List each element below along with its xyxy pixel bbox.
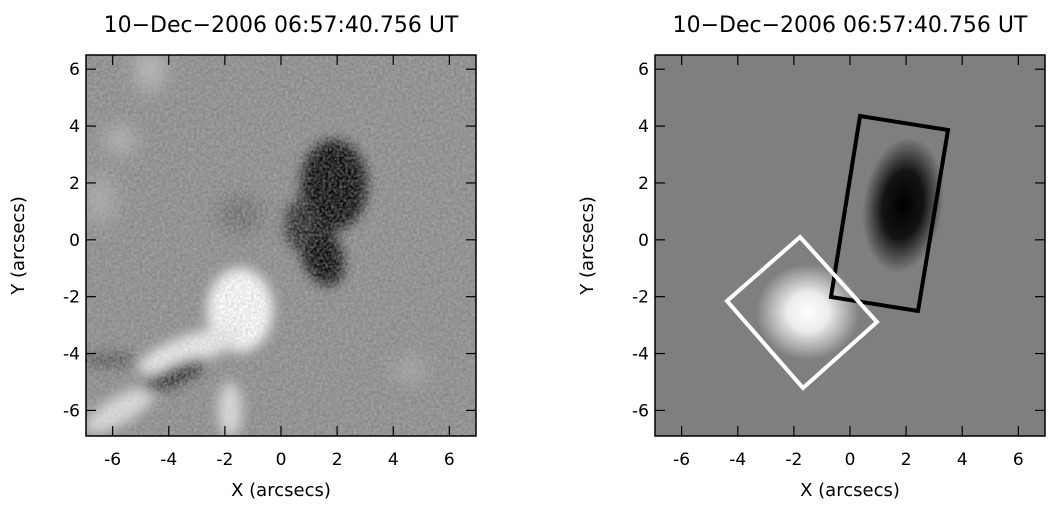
model-image <box>655 55 1045 436</box>
y-axis-label: Y (arcsecs) <box>8 196 29 295</box>
chart-title: 10−Dec−2006 06:57:40.756 UT <box>673 13 1028 38</box>
y-tick-label: -6 <box>63 401 80 421</box>
x-tick-label: 0 <box>276 450 287 470</box>
magnetogram-image <box>86 55 476 436</box>
x-tick-label: 4 <box>388 450 399 470</box>
x-tick-label: 6 <box>444 450 455 470</box>
x-tick-label: 4 <box>957 450 968 470</box>
y-tick-label: 6 <box>69 60 80 80</box>
x-axis-label: X (arcsecs) <box>231 480 331 501</box>
x-tick-label: -2 <box>216 450 233 470</box>
y-tick-label: -2 <box>632 288 649 308</box>
region-box <box>724 234 880 391</box>
x-tick-label: 2 <box>332 450 343 470</box>
y-tick-label: -4 <box>632 345 649 365</box>
y-tick-label: -4 <box>63 345 80 365</box>
y-tick-label: 4 <box>638 117 649 137</box>
x-tick-label: 0 <box>845 450 856 470</box>
x-tick-label: 6 <box>1013 450 1024 470</box>
x-tick-label: -4 <box>729 450 746 470</box>
x-tick-label: -6 <box>673 450 690 470</box>
x-axis-label: X (arcsecs) <box>800 480 900 501</box>
y-tick-label: 0 <box>638 231 649 251</box>
y-tick-label: -6 <box>632 401 649 421</box>
x-tick-label: -6 <box>104 450 121 470</box>
y-tick-label: 4 <box>69 117 80 137</box>
x-tick-label: 2 <box>901 450 912 470</box>
x-tick-label: -4 <box>160 450 177 470</box>
region-box <box>828 113 951 314</box>
y-tick-label: 6 <box>638 60 649 80</box>
chart-title: 10−Dec−2006 06:57:40.756 UT <box>104 13 459 38</box>
y-axis-label: Y (arcsecs) <box>577 196 598 295</box>
y-tick-label: 0 <box>69 231 80 251</box>
y-tick-label: -2 <box>63 288 80 308</box>
y-tick-label: 2 <box>638 174 649 194</box>
y-tick-label: 2 <box>69 174 80 194</box>
x-tick-label: -2 <box>785 450 802 470</box>
